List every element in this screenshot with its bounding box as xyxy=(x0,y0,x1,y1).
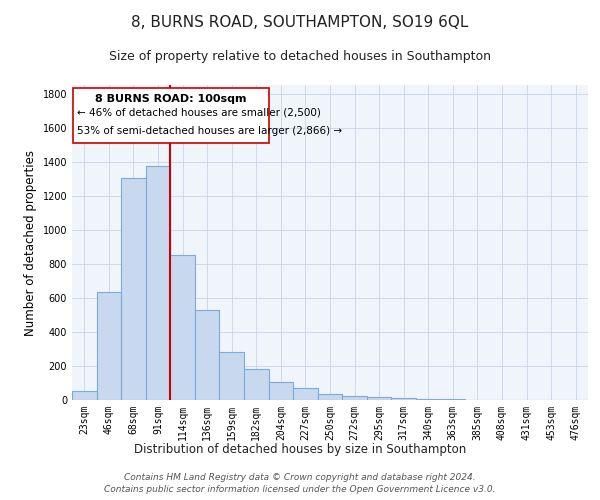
Text: Distribution of detached houses by size in Southampton: Distribution of detached houses by size … xyxy=(134,442,466,456)
Bar xyxy=(391,398,416,400)
Bar xyxy=(416,399,440,400)
Bar xyxy=(146,166,170,400)
Bar xyxy=(73,88,269,143)
Text: ← 46% of detached houses are smaller (2,500): ← 46% of detached houses are smaller (2,… xyxy=(77,108,321,118)
Text: 53% of semi-detached houses are larger (2,866) →: 53% of semi-detached houses are larger (… xyxy=(77,126,342,136)
Y-axis label: Number of detached properties: Number of detached properties xyxy=(24,150,37,336)
Bar xyxy=(342,396,367,400)
Bar xyxy=(97,292,121,400)
Bar xyxy=(170,256,195,400)
Text: 8 BURNS ROAD: 100sqm: 8 BURNS ROAD: 100sqm xyxy=(95,94,247,104)
Bar xyxy=(220,352,244,400)
Bar xyxy=(72,390,97,400)
Text: Size of property relative to detached houses in Southampton: Size of property relative to detached ho… xyxy=(109,50,491,63)
Bar xyxy=(244,368,269,400)
Bar xyxy=(318,394,342,400)
Text: Contains public sector information licensed under the Open Government Licence v3: Contains public sector information licen… xyxy=(104,485,496,494)
Text: 8, BURNS ROAD, SOUTHAMPTON, SO19 6QL: 8, BURNS ROAD, SOUTHAMPTON, SO19 6QL xyxy=(131,15,469,30)
Bar xyxy=(269,382,293,400)
Bar xyxy=(293,388,318,400)
Text: Contains HM Land Registry data © Crown copyright and database right 2024.: Contains HM Land Registry data © Crown c… xyxy=(124,472,476,482)
Bar xyxy=(367,396,391,400)
Bar xyxy=(195,310,220,400)
Bar xyxy=(121,178,146,400)
